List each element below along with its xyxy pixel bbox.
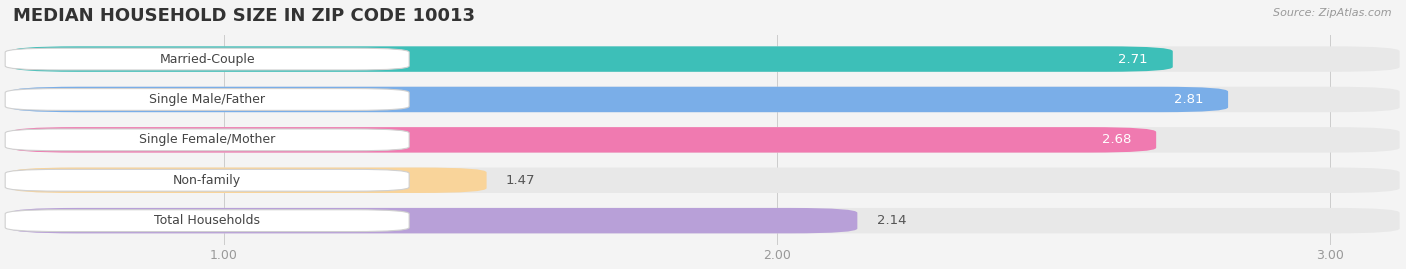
Text: 2.68: 2.68 — [1102, 133, 1132, 146]
FancyBboxPatch shape — [6, 48, 409, 70]
FancyBboxPatch shape — [11, 208, 1399, 233]
FancyBboxPatch shape — [11, 46, 1173, 72]
FancyBboxPatch shape — [6, 129, 409, 151]
Text: Married-Couple: Married-Couple — [159, 52, 254, 66]
Text: 1.47: 1.47 — [506, 174, 536, 187]
Text: Total Households: Total Households — [155, 214, 260, 227]
Text: Single Male/Father: Single Male/Father — [149, 93, 266, 106]
FancyBboxPatch shape — [11, 208, 858, 233]
Text: 2.14: 2.14 — [877, 214, 907, 227]
Text: MEDIAN HOUSEHOLD SIZE IN ZIP CODE 10013: MEDIAN HOUSEHOLD SIZE IN ZIP CODE 10013 — [14, 7, 475, 25]
FancyBboxPatch shape — [11, 87, 1399, 112]
Text: 2.81: 2.81 — [1174, 93, 1204, 106]
FancyBboxPatch shape — [11, 127, 1156, 153]
FancyBboxPatch shape — [6, 89, 409, 110]
FancyBboxPatch shape — [6, 169, 409, 191]
FancyBboxPatch shape — [11, 127, 1399, 153]
FancyBboxPatch shape — [6, 210, 409, 232]
Text: Source: ZipAtlas.com: Source: ZipAtlas.com — [1274, 8, 1392, 18]
FancyBboxPatch shape — [11, 46, 1399, 72]
Text: 2.71: 2.71 — [1118, 52, 1147, 66]
Text: Single Female/Mother: Single Female/Mother — [139, 133, 276, 146]
FancyBboxPatch shape — [11, 168, 1399, 193]
FancyBboxPatch shape — [11, 168, 486, 193]
Text: Non-family: Non-family — [173, 174, 242, 187]
FancyBboxPatch shape — [11, 87, 1227, 112]
